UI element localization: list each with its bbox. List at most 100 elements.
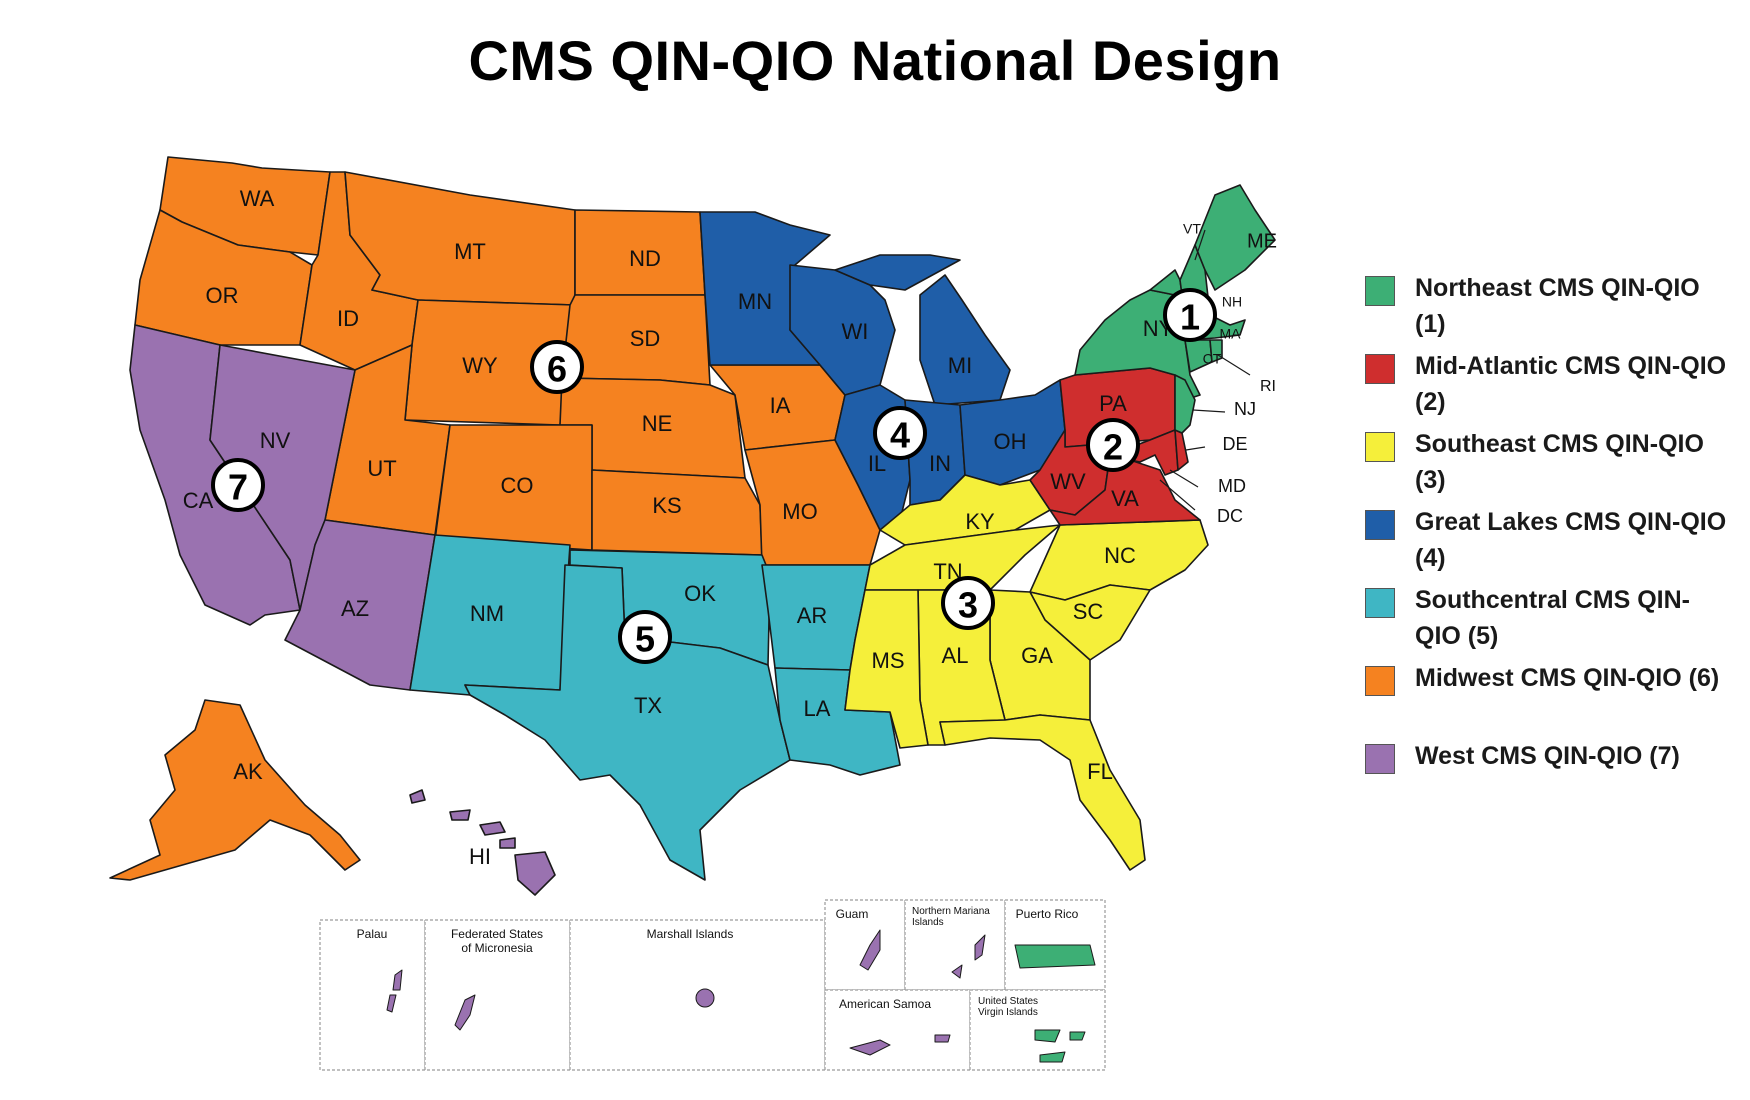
label-sd: SD [630,326,661,351]
state-wy [404,299,576,426]
region-5-states [409,534,901,881]
label-al: AL [942,643,969,668]
legend-label: Southcentral CMS QIN-QIO (5) [1415,586,1691,650]
legend-label: Southeast CMS QIN-QIO (3) [1415,430,1704,494]
legend-item-region-1: Northeast CMS QIN-QIO (1) [1365,270,1735,348]
territory-insets: Palau Federated States of Micronesia Mar… [319,899,1106,1071]
label-ga: GA [1021,643,1053,668]
inset-puerto-rico-title: Puerto Rico [1016,907,1079,921]
label-wa: WA [240,186,275,211]
legend-item-region-3: Southeast CMS QIN-QIO (3) [1365,426,1735,504]
label-in: IN [929,451,951,476]
legend-swatch [1365,510,1395,540]
label-co: CO [501,473,534,498]
label-nh: NH [1222,294,1242,310]
label-ks: KS [652,493,681,518]
page-title: CMS QIN-QIO National Design [468,29,1282,92]
label-oh: OH [994,429,1027,454]
state-labels: WA OR ID MT WY ND SD NE UT CO KS MN IA M… [183,186,1277,869]
state-ak [109,699,361,881]
inset-palau [319,919,426,1071]
inset-guam [824,899,906,991]
legend-swatch [1365,666,1395,696]
state-mi [919,274,1011,406]
inset-american-samoa [824,989,971,1071]
palau-island [392,969,403,991]
badge-region-1: 1 [1163,288,1217,342]
legend-swatch [1365,276,1395,306]
label-ia: IA [770,393,791,418]
legend-item-region-5: Southcentral CMS QIN-QIO (5) [1365,582,1735,660]
state-va [1049,454,1201,526]
legend-swatch [1365,588,1395,618]
label-ok: OK [684,581,716,606]
inset-nmi [904,899,1006,991]
region-6-states [109,156,881,881]
badge-region-7: 7 [211,458,265,512]
label-fl: FL [1087,759,1113,784]
usvi-island [1034,1029,1061,1043]
label-va: VA [1111,486,1139,511]
state-fl [939,714,1146,871]
label-ne: NE [642,411,673,436]
legend-label: West CMS QIN-QIO (7) [1415,742,1680,770]
badge-region-4: 4 [873,406,927,460]
nmi-island [974,934,986,961]
label-ar: AR [797,603,828,628]
inset-marshall-title: Marshall Islands [647,927,734,941]
label-la: LA [804,696,831,721]
label-pa: PA [1099,391,1127,416]
inset-palau-title: Palau [357,927,388,941]
leader-lines [1159,229,1251,511]
inset-guam-title: Guam [836,907,869,921]
legend-label: Mid-Atlantic CMS QIN-QIO (2) [1415,352,1727,416]
svg-text:7: 7 [228,467,248,508]
inset-micronesia-title-2: of Micronesia [461,941,533,955]
legend-label: Midwest CMS QIN-QIO (6) [1415,664,1720,692]
legend: Northeast CMS QIN-QIO (1) Mid-Atlantic CM… [1365,270,1735,816]
inset-usvi-title-2: Virgin Islands [978,1007,1038,1018]
label-md: MD [1218,476,1246,496]
legend-item-region-2: Mid-Atlantic CMS QIN-QIO (2) [1365,348,1735,426]
legend-swatch [1365,744,1395,774]
puerto-rico-island [1014,944,1096,969]
marshall-island [695,988,715,1008]
label-wy: WY [462,353,498,378]
label-wi: WI [842,319,869,344]
legend-item-region-6: Midwest CMS QIN-QIO (6) [1365,660,1735,738]
label-sc: SC [1073,599,1104,624]
label-mn: MN [738,289,772,314]
label-ak: AK [233,759,263,784]
state-ms [844,589,929,749]
label-wv: WV [1050,469,1086,494]
label-ms: MS [872,648,905,673]
svg-text:2: 2 [1103,427,1123,468]
label-ut: UT [367,456,396,481]
state-tx [464,564,791,881]
legend-swatch [1365,354,1395,384]
badge-region-3: 3 [941,576,995,630]
inset-usvi-title-1: United States [978,996,1038,1007]
badge-region-5: 5 [618,610,672,664]
label-nd: ND [629,246,661,271]
inset-micronesia [424,919,571,1071]
svg-text:3: 3 [958,585,978,626]
badge-region-2: 2 [1086,418,1140,472]
badge-region-6: 6 [530,340,584,394]
legend-label: Northeast CMS QIN-QIO (1) [1415,274,1700,338]
label-ky: KY [965,509,995,534]
inset-micronesia-title-1: Federated States [451,927,543,941]
label-il: IL [868,451,886,476]
legend-label: Great Lakes CMS QIN-QIO (4) [1415,508,1727,572]
label-nm: NM [470,601,504,626]
inset-american-samoa-title: American Samoa [839,997,931,1011]
svg-text:5: 5 [635,619,655,660]
label-me: ME [1247,230,1277,252]
label-hi: HI [469,844,491,869]
state-hi [409,789,556,896]
inset-nmi-title-2: Islands [912,917,944,928]
legend-swatch [1365,432,1395,462]
label-ca: CA [183,488,214,513]
state-nj [1174,374,1196,434]
label-mt: MT [454,239,486,264]
